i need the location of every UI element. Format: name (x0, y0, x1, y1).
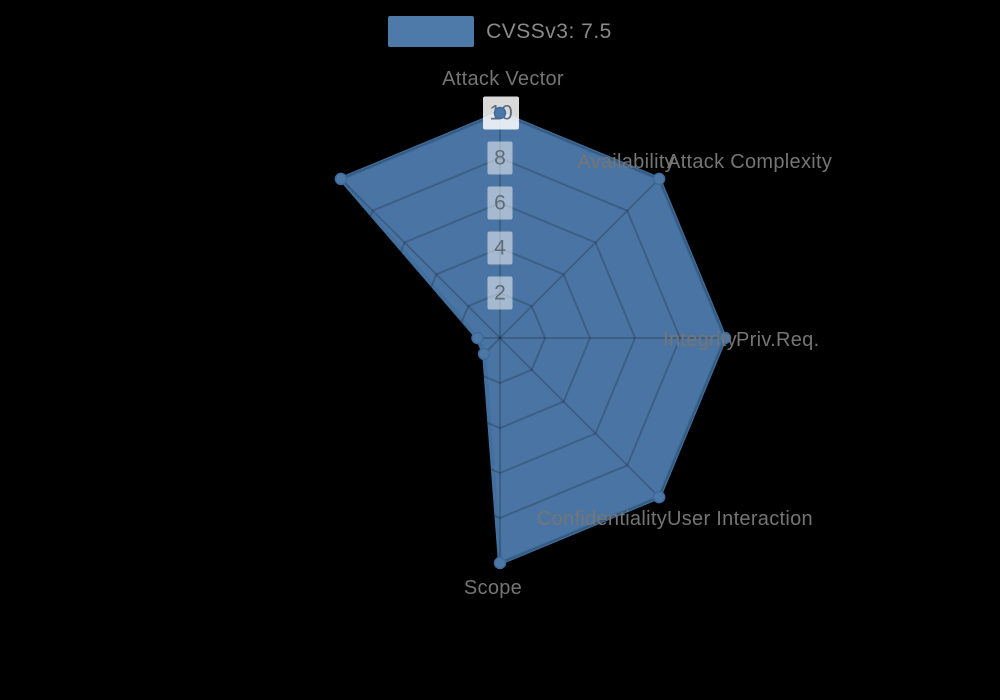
data-point-marker-attack-complexity[interactable] (652, 172, 666, 186)
data-point-marker-user-interaction[interactable] (652, 490, 666, 504)
radar-grid-ring (408, 246, 592, 430)
radar-grid-ring (453, 291, 547, 385)
tick-label-box (487, 231, 513, 265)
radar-axis-line (340, 337, 501, 498)
axis-label-integrity: Integrity (663, 329, 737, 351)
radar-grid-ring (318, 156, 682, 520)
data-point-marker-availability[interactable] (334, 172, 348, 186)
axis-label-priv-req: Priv.Req. (736, 329, 820, 351)
radar-axis-line (340, 178, 501, 339)
radar-axis-line (499, 337, 660, 498)
axis-label-attack-vector: Attack Vector (442, 68, 564, 90)
tick-label-box (487, 186, 513, 220)
legend-label[interactable]: CVSSv3: 7.5 (486, 20, 612, 43)
axis-label-scope: Scope (463, 577, 523, 599)
axis-label-user-interaction: User Interaction (667, 508, 813, 530)
tick-label: 2 (494, 282, 506, 305)
radar-grid-ring (363, 201, 637, 475)
radar-axis-line (499, 178, 660, 339)
tick-label: 4 (494, 237, 506, 260)
legend-swatch[interactable] (388, 16, 475, 47)
tick-label-box (487, 141, 513, 175)
data-point-marker-attack-vector[interactable] (493, 106, 507, 120)
tick-label: 6 (494, 192, 506, 215)
axis-label-attack-complexity: Attack Complexity (667, 151, 833, 173)
tick-label: 8 (494, 147, 506, 170)
data-point-marker-confidentiality[interactable] (477, 347, 491, 361)
data-point-marker-priv-req[interactable] (718, 331, 732, 345)
data-point-marker-integrity[interactable] (471, 331, 484, 345)
axis-label-availability: Availability (577, 151, 675, 173)
data-point-marker-scope[interactable] (493, 556, 507, 570)
tick-label-box (487, 276, 513, 310)
axis-label-confidentiality: Confidentiality (536, 508, 667, 530)
legend: CVSSv3: 7.5 (0, 16, 1000, 47)
